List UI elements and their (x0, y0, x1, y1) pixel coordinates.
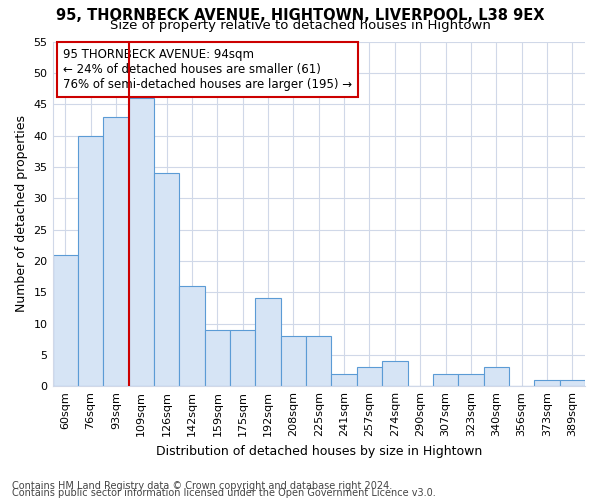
Bar (154, 173, 179, 386)
Text: Contains HM Land Registry data © Crown copyright and database right 2024.: Contains HM Land Registry data © Crown c… (12, 481, 392, 491)
Text: 95 THORNBECK AVENUE: 94sqm
← 24% of detached houses are smaller (61)
76% of semi: 95 THORNBECK AVENUE: 94sqm ← 24% of deta… (63, 48, 352, 92)
Bar (179, 286, 205, 386)
Bar (458, 374, 484, 386)
Bar (357, 368, 382, 386)
Text: Contains public sector information licensed under the Open Government Licence v3: Contains public sector information licen… (12, 488, 436, 498)
Bar (103, 116, 128, 386)
Text: 95, THORNBECK AVENUE, HIGHTOWN, LIVERPOOL, L38 9EX: 95, THORNBECK AVENUE, HIGHTOWN, LIVERPOO… (56, 8, 544, 22)
Bar (205, 330, 230, 386)
Bar (484, 368, 509, 386)
Bar (53, 254, 78, 386)
Bar (281, 336, 306, 386)
Bar (331, 374, 357, 386)
Bar (433, 374, 458, 386)
Bar (382, 361, 407, 386)
Bar (78, 136, 103, 386)
Bar (560, 380, 585, 386)
Bar (230, 330, 256, 386)
Bar (128, 98, 154, 386)
Text: Size of property relative to detached houses in Hightown: Size of property relative to detached ho… (110, 18, 490, 32)
X-axis label: Distribution of detached houses by size in Hightown: Distribution of detached houses by size … (155, 444, 482, 458)
Bar (306, 336, 331, 386)
Bar (534, 380, 560, 386)
Bar (256, 298, 281, 386)
Y-axis label: Number of detached properties: Number of detached properties (15, 116, 28, 312)
